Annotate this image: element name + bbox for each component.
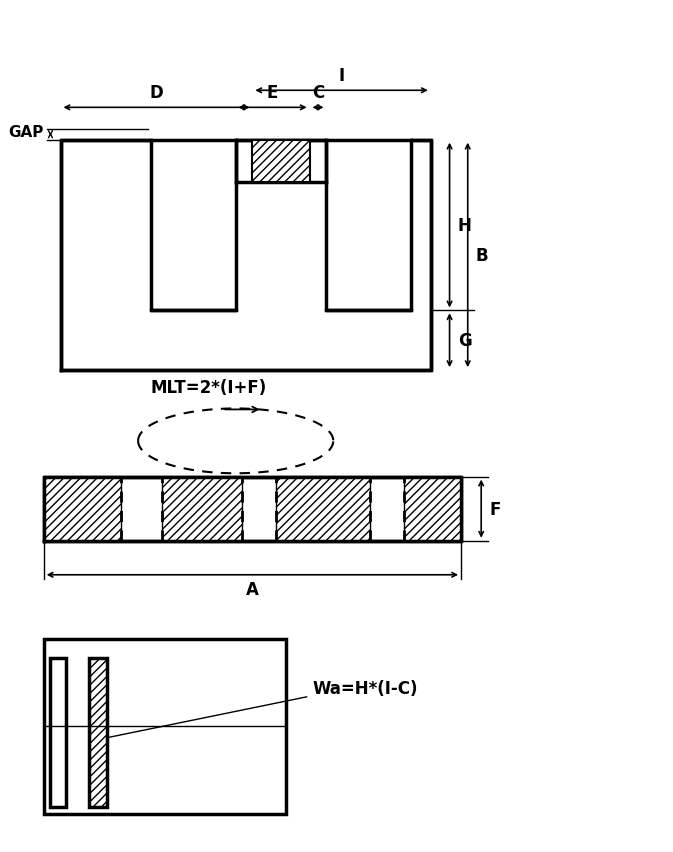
Text: I: I <box>339 67 345 85</box>
Text: C: C <box>312 84 324 102</box>
Bar <box>252 141 310 183</box>
Text: G: G <box>458 331 471 350</box>
Bar <box>50 659 65 807</box>
Text: E: E <box>267 84 278 102</box>
Text: Wa=H*(I-C): Wa=H*(I-C) <box>313 679 419 697</box>
Text: GAP: GAP <box>8 125 44 140</box>
Text: F: F <box>489 500 501 518</box>
Text: A: A <box>246 580 259 598</box>
Bar <box>162 477 242 541</box>
Bar <box>404 477 461 541</box>
Bar <box>89 659 108 807</box>
Text: H: H <box>458 216 472 235</box>
Bar <box>326 139 411 311</box>
Bar <box>44 477 461 541</box>
Text: B: B <box>476 246 489 265</box>
Bar <box>44 639 286 814</box>
Bar <box>44 477 121 541</box>
Bar <box>151 139 236 311</box>
Bar <box>61 141 431 371</box>
Text: MLT=2*(I+F): MLT=2*(I+F) <box>151 378 267 396</box>
Text: D: D <box>149 84 164 102</box>
Bar <box>276 477 370 541</box>
